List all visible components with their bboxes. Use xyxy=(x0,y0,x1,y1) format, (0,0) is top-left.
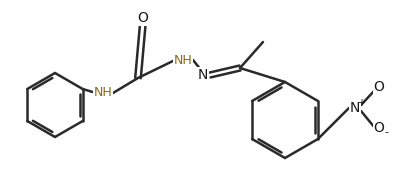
Text: N: N xyxy=(198,68,208,82)
Text: NH: NH xyxy=(94,87,112,99)
Text: N: N xyxy=(350,101,360,115)
Text: O: O xyxy=(137,11,149,25)
Text: +: + xyxy=(357,98,365,108)
Text: -: - xyxy=(384,127,388,137)
Text: O: O xyxy=(374,121,384,135)
Text: NH: NH xyxy=(174,53,192,67)
Text: O: O xyxy=(374,80,384,94)
